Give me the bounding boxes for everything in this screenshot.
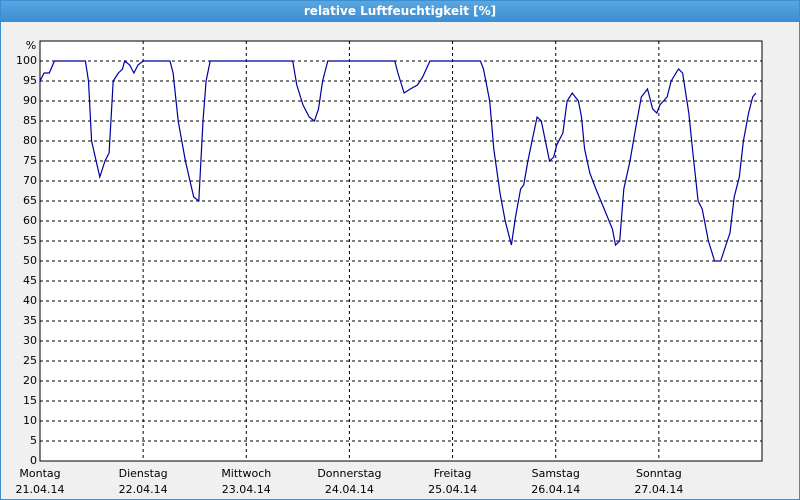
y-unit: % [26, 39, 36, 52]
y-tick-label: 90 [23, 94, 37, 107]
x-tick-label: Samstag [532, 467, 580, 480]
y-tick-label: 45 [23, 274, 37, 287]
y-tick-label: 50 [23, 254, 37, 267]
y-tick-label: 70 [23, 174, 37, 187]
y-tick-label: 20 [23, 374, 37, 387]
y-tick-label: 75 [23, 154, 37, 167]
x-tick-date: 21.04.14 [16, 483, 65, 496]
x-tick-date: 24.04.14 [325, 483, 374, 496]
y-tick-label: 85 [23, 114, 37, 127]
plot-area [39, 40, 763, 462]
y-tick-label: 30 [23, 334, 37, 347]
x-tick-date: 27.04.14 [634, 483, 683, 496]
y-tick-label: 5 [30, 434, 37, 447]
x-tick-date: 26.04.14 [531, 483, 580, 496]
data-line [39, 59, 757, 262]
y-tick-label: 0 [30, 454, 37, 467]
y-tick-label: 35 [23, 314, 37, 327]
x-tick-date: 25.04.14 [428, 483, 477, 496]
x-tick-label: Donnerstag [317, 467, 381, 480]
x-tick-label: Montag [19, 467, 60, 480]
x-tick-label: Dienstag [119, 467, 168, 480]
x-tick-label: Freitag [434, 467, 472, 480]
y-tick-label: 80 [23, 134, 37, 147]
y-tick-label: 65 [23, 194, 37, 207]
x-tick-date: 23.04.14 [222, 483, 271, 496]
y-tick-label: 10 [23, 414, 37, 427]
y-tick-label: 40 [23, 294, 37, 307]
x-tick-label: Mittwoch [221, 467, 271, 480]
y-tick-label: 60 [23, 214, 37, 227]
title-bar: relative Luftfeuchtigkeit [%] [1, 1, 799, 22]
x-tick-label: Sonntag [636, 467, 682, 480]
y-tick-label: 25 [23, 354, 37, 367]
y-tick-label: 100 [16, 54, 37, 67]
x-tick-date: 22.04.14 [119, 483, 168, 496]
y-tick-label: 15 [23, 394, 37, 407]
y-tick-label: 95 [23, 74, 37, 87]
y-tick-label: 55 [23, 234, 37, 247]
